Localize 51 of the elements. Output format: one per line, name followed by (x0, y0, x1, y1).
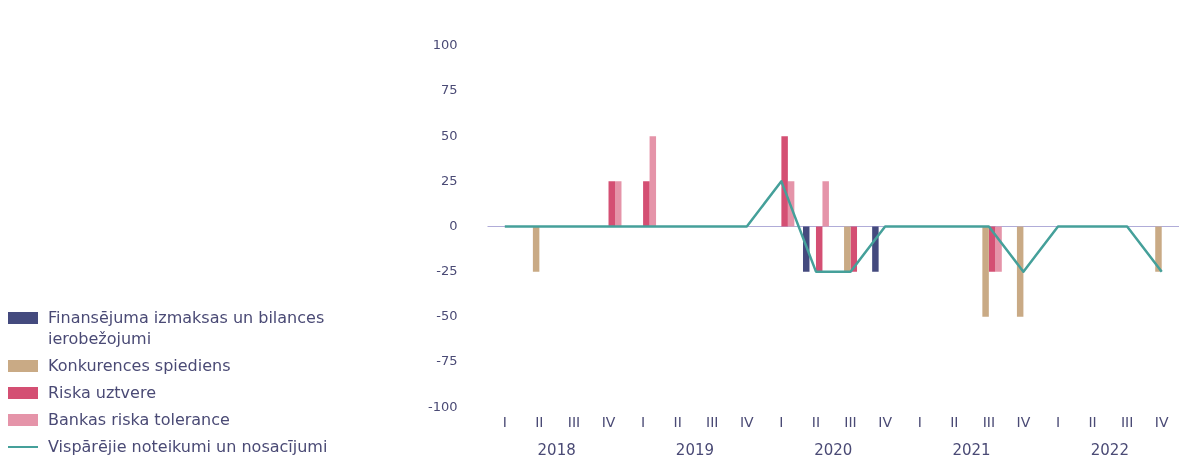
text: 2019 (675, 441, 715, 460)
legend-label: Konkurences spiediens (48, 355, 231, 376)
bar (844, 226, 851, 272)
legend-label: Finansējuma izmaksas un bilances ierobežojumi (48, 307, 326, 349)
x-tick-label: III (1120, 414, 1134, 431)
bar (872, 226, 879, 272)
bar (643, 181, 650, 227)
bar (1155, 226, 1162, 272)
text: 2022 (1090, 441, 1129, 460)
legend-label: Bankas riska tolerance (48, 409, 230, 430)
y-tick-label: -50 (436, 308, 458, 324)
bar (608, 181, 615, 227)
bar (615, 181, 622, 227)
bar (982, 226, 989, 317)
text: 2021 (952, 441, 991, 460)
x-tick-label: I (779, 414, 784, 431)
y-tick-label: -75 (436, 353, 458, 369)
text: 2020 (814, 441, 853, 460)
x-tick-label: IV (601, 414, 616, 431)
x-tick-label: III (706, 414, 719, 431)
x-tick-label: IV (1154, 414, 1169, 431)
bar (781, 136, 788, 227)
x-tick-label: II (950, 414, 959, 431)
legend-label: Riska uztvere (48, 382, 156, 403)
bar (532, 226, 540, 272)
x-tick-label: IV (739, 414, 755, 431)
x-tick-label: I (502, 414, 507, 431)
x-tick-label: IV (878, 414, 893, 431)
x-tick-label: I (641, 414, 646, 431)
y-tick-label: -25 (436, 263, 458, 279)
bar (649, 136, 657, 227)
y-tick-label: 0 (449, 217, 458, 233)
y-tick-label: -100 (427, 398, 458, 414)
y-tick-label: 50 (440, 127, 458, 143)
x-tick-label: III (567, 414, 581, 431)
x-tick-label: III (982, 414, 996, 431)
x-tick-label: III (844, 414, 857, 431)
y-tick-label: 25 (440, 172, 458, 188)
x-tick-label: II (673, 414, 682, 431)
x-tick-label: I (1055, 414, 1061, 431)
x-tick-label: II (1088, 414, 1097, 431)
bar (995, 226, 1002, 272)
y-tick-label: 100 (432, 37, 458, 53)
y-tick-label: 75 (440, 82, 458, 98)
x-tick-label: II (535, 414, 544, 431)
x-tick-label: II (811, 414, 821, 431)
x-tick-label: I (917, 414, 922, 431)
bar (822, 181, 829, 227)
legend-label: Vispārējie noteikumi un nosacījumi (48, 436, 328, 457)
x-tick-label: IV (1016, 414, 1031, 431)
text: 2018 (537, 441, 576, 460)
